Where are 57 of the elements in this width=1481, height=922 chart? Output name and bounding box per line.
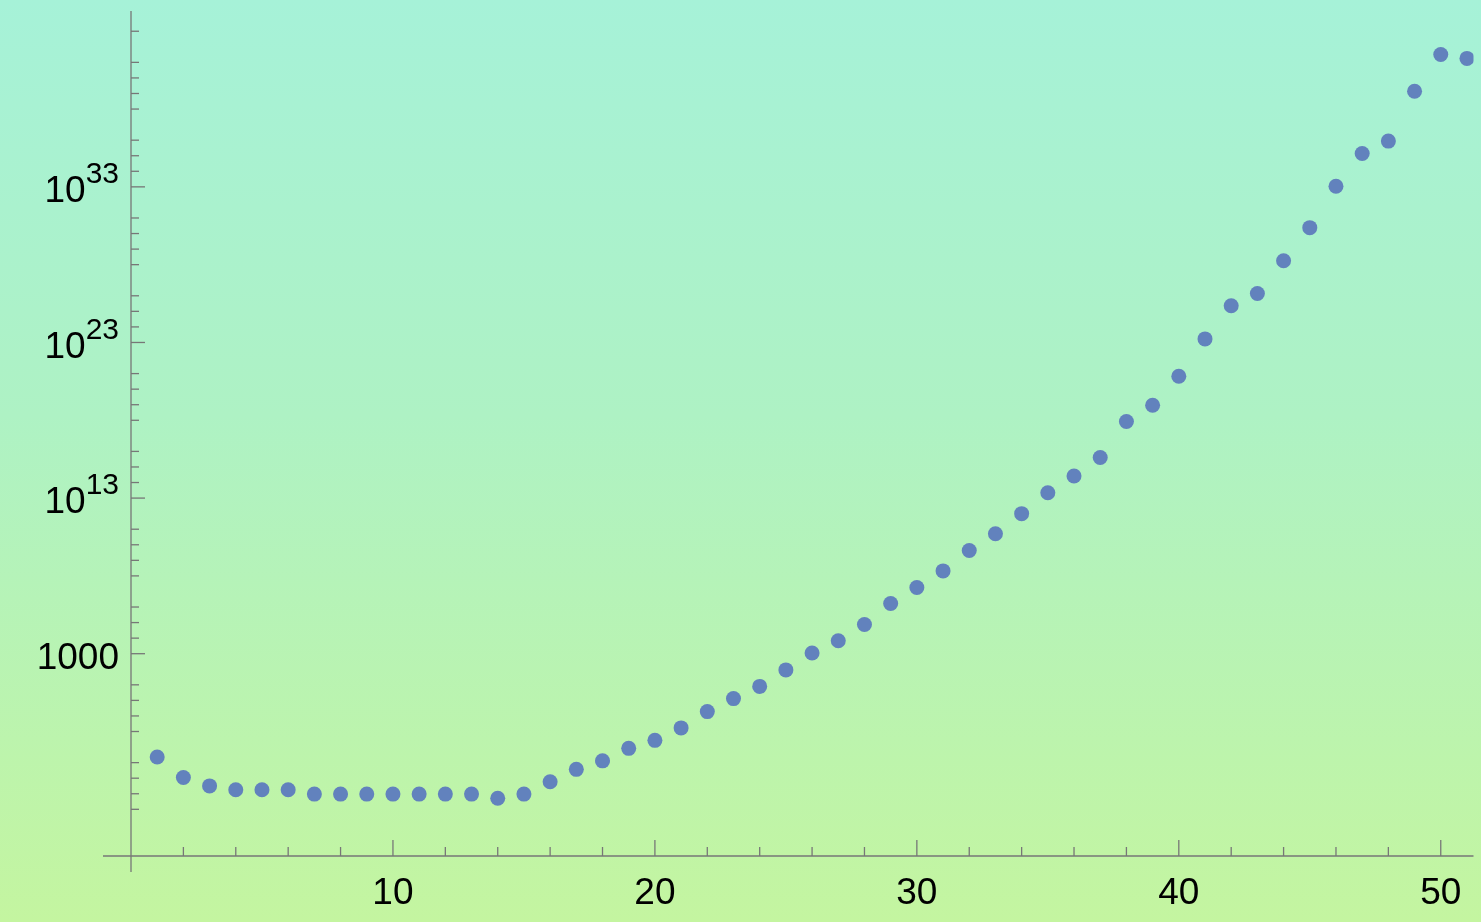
point: [935, 563, 951, 579]
point: [987, 526, 1003, 542]
point: [830, 633, 846, 649]
point: [385, 786, 401, 802]
point: [1249, 286, 1265, 302]
point: [1223, 298, 1239, 314]
point: [699, 704, 715, 720]
point: [1066, 468, 1082, 484]
point: [752, 678, 768, 694]
x-tick-label: 40: [1158, 871, 1200, 913]
x-tick-label: 50: [1420, 871, 1462, 913]
x-tick-label: 30: [896, 871, 938, 913]
point: [490, 790, 506, 806]
point: [464, 786, 480, 802]
point: [333, 786, 349, 802]
point: [1171, 368, 1187, 384]
point: [254, 782, 270, 798]
point: [280, 782, 296, 798]
point: [1380, 133, 1396, 149]
point: [647, 732, 663, 748]
point: [778, 662, 794, 678]
point: [1302, 220, 1318, 236]
point: [961, 542, 977, 558]
point: [1407, 83, 1423, 99]
point: [359, 786, 375, 802]
x-tick-label: 10: [372, 871, 414, 913]
point: [1433, 47, 1449, 63]
point: [516, 786, 532, 802]
point: [804, 645, 820, 661]
point: [1328, 178, 1344, 194]
point: [883, 595, 899, 611]
point: [1459, 50, 1474, 66]
point: [595, 753, 611, 769]
point: [1276, 253, 1292, 269]
point: [1145, 397, 1161, 413]
point: [673, 720, 689, 736]
point: [437, 786, 453, 802]
point: [1014, 506, 1030, 522]
point: [542, 774, 558, 790]
point: [228, 782, 244, 798]
point: [306, 786, 322, 802]
point: [1040, 485, 1056, 501]
point: [568, 761, 584, 777]
point: [1197, 331, 1213, 347]
point: [725, 691, 741, 707]
point: [411, 786, 427, 802]
point: [149, 749, 165, 765]
point: [202, 778, 218, 794]
point: [909, 579, 925, 595]
x-tick-label: 20: [634, 871, 676, 913]
point: [1092, 449, 1108, 465]
y-tick-label: 1000: [36, 635, 119, 677]
point: [621, 740, 637, 756]
point: [175, 770, 191, 786]
point: [856, 616, 872, 632]
point: [1354, 145, 1370, 161]
point: [1118, 414, 1134, 430]
